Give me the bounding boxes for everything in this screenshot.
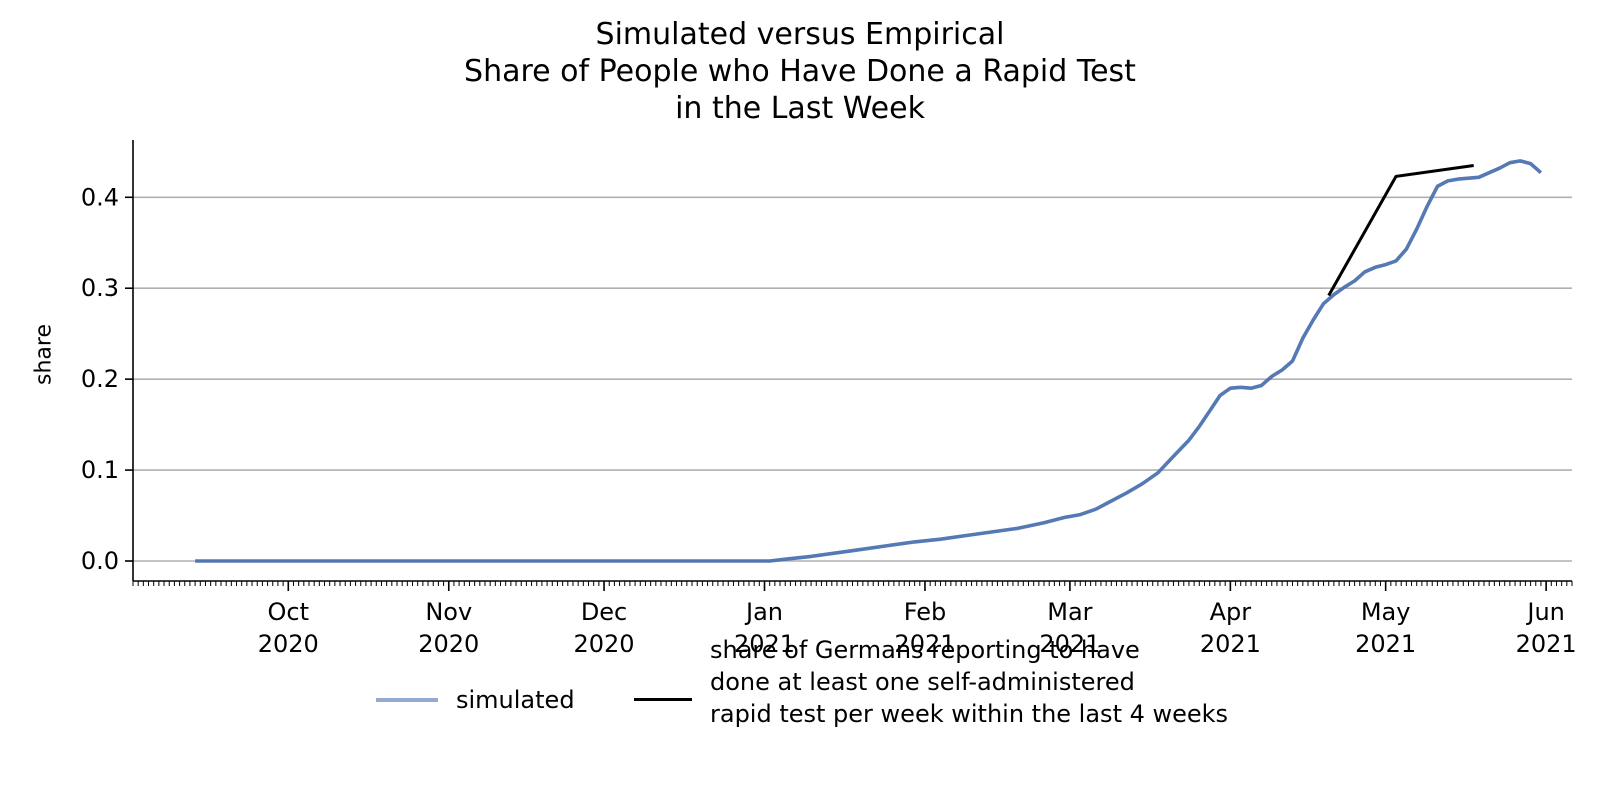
- legend-label-simulated: simulated: [456, 686, 575, 714]
- x-tick-label: May: [1361, 598, 1411, 626]
- series-line-empirical: [1327, 164, 1474, 297]
- x-tick-label: Apr: [1210, 598, 1252, 626]
- chart-title-line-2: Share of People who Have Done a Rapid Te…: [464, 54, 1136, 89]
- series-line-simulated: [195, 159, 1543, 563]
- x-tick-label: Jan: [744, 598, 783, 626]
- legend-swatch-simulated: [376, 698, 438, 702]
- x-tick-label: 2021: [1516, 630, 1577, 658]
- x-tick-label: 2020: [574, 630, 635, 658]
- legend-label-empirical-line-3: rapid test per week within the last 4 we…: [710, 700, 1229, 728]
- x-tick-label: Feb: [904, 598, 947, 626]
- x-tick-label: 2021: [894, 630, 955, 658]
- gridlines: [133, 196, 1572, 562]
- axes: 0.0 0.1 0.2 0.3 0.4 Oct 2020 Nov 2020 Dec 2020 Jan 2…: [81, 140, 1577, 658]
- legend-swatch-empirical: [634, 698, 692, 701]
- chart-title-line-1: Simulated versus Empirical: [595, 17, 1005, 52]
- y-tick-label: 0.0: [81, 547, 119, 575]
- x-tick-label: Oct: [268, 598, 310, 626]
- chart-title-line-3: in the Last Week: [675, 91, 925, 126]
- y-tick-label: 0.3: [81, 274, 119, 302]
- series-layer: [195, 159, 1543, 563]
- legend-label-empirical-line-1: share of Germans reporting to have: [710, 636, 1140, 664]
- x-tick-label: 2020: [418, 630, 479, 658]
- y-axis-label: share: [31, 324, 57, 385]
- x-tick-label: Dec: [581, 598, 627, 626]
- x-tick-label: 2021: [1355, 630, 1416, 658]
- x-tick-label: 2020: [258, 630, 319, 658]
- x-tick-label: Jun: [1525, 598, 1565, 626]
- x-tick-label: Mar: [1047, 598, 1092, 626]
- y-tick-label: 0.1: [81, 456, 119, 484]
- x-tick-label: 2021: [1039, 630, 1100, 658]
- x-tick-label: 2021: [1200, 630, 1261, 658]
- y-tick-label: 0.2: [81, 365, 119, 393]
- legend-label-empirical-line-2: done at least one self-administered: [710, 668, 1135, 696]
- x-tick-label: 2021: [734, 630, 795, 658]
- legend: simulated share of Germans reporting to …: [360, 636, 1360, 748]
- y-tick-label: 0.4: [81, 183, 119, 211]
- x-tick-label: Nov: [425, 598, 472, 626]
